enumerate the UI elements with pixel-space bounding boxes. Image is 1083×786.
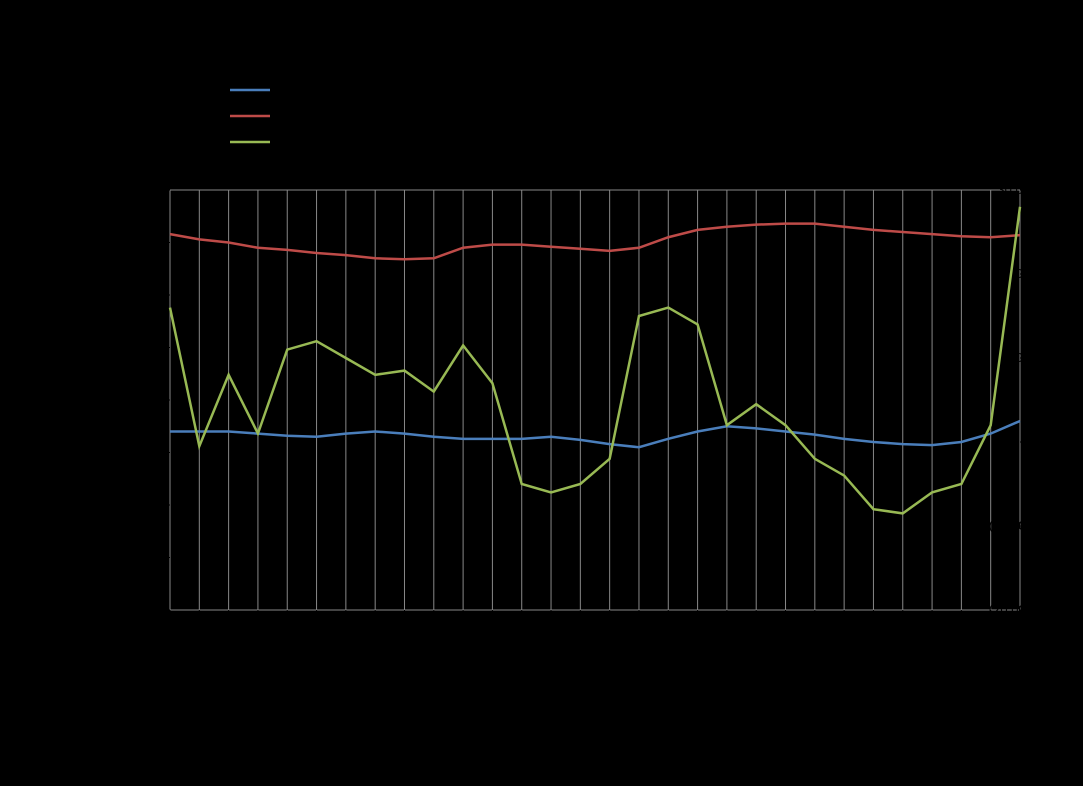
y-left-tick-label: 14.00 <box>127 182 160 197</box>
x-tick-label: 2017/6 <box>429 614 465 650</box>
legend-label: ROE FTTM <box>280 82 357 99</box>
y-left-tick-label: 11.50 <box>128 445 160 460</box>
line-chart: 图10：ROE TTM 一致预期变化 ROE FTTM ROE TTM 一致预期ROE… <box>0 0 1083 786</box>
x-tick-label: 2022/3 <box>986 614 1022 650</box>
y-left-tick-label: 12.00 <box>127 392 160 407</box>
y-left-tick-label: 13.00 <box>127 287 160 302</box>
x-tick-label: 2018/3 <box>517 614 553 650</box>
x-tick-label: 2016/3 <box>283 614 319 650</box>
y-right-tick-label: 30.00 <box>997 182 1030 197</box>
y-right-tick-label: 10.00 <box>997 350 1030 365</box>
y-right-tick-label: (20.00) <box>989 602 1030 617</box>
x-tick-label: 2021/3 <box>869 614 905 650</box>
x-tick-label: 2018/6 <box>547 614 583 650</box>
legend-label: ROE TTM <box>280 108 347 125</box>
y-left-tick-label: 11.00 <box>128 497 160 512</box>
chart-title: 图10：ROE TTM 一致预期变化 <box>389 28 694 53</box>
x-tick-label: 2015/6 <box>195 614 231 650</box>
y-right-tick-label: - <box>1026 434 1030 449</box>
x-tick-label: 2020/3 <box>752 614 788 650</box>
source-label: 资料来源：Wind, <box>70 747 176 763</box>
x-tick-label: 2020/6 <box>781 614 817 650</box>
x-tick-label: 2019/3 <box>635 614 671 650</box>
x-tick-label: 2014/12 <box>132 614 173 655</box>
x-tick-label: 2017/3 <box>400 614 436 650</box>
plot-area <box>170 190 1020 610</box>
legend-label: 一致预期ROE同比（右） <box>280 134 448 151</box>
y-left-tick-label: 13.50 <box>127 235 160 250</box>
y-left-tick-label: 10.50 <box>127 550 160 565</box>
chart-container: 图10：ROE TTM 一致预期变化 ROE FTTM ROE TTM 一致预期ROE… <box>0 0 1083 786</box>
x-tick-label: 2021/6 <box>898 614 934 650</box>
x-tick-label: 2019/6 <box>664 614 700 650</box>
series-一致预期ROE同比（右） <box>170 207 1020 514</box>
y-right-tick-label: 20.00 <box>997 266 1030 281</box>
y-left-tick-label: 12.50 <box>127 340 160 355</box>
x-tick-label: 2015/3 <box>166 614 202 650</box>
x-tick-label: 2016/6 <box>312 614 348 650</box>
y-right-tick-label: (10.00) <box>989 518 1030 533</box>
series-ROE TTM <box>170 224 1020 260</box>
series-ROE FTTM <box>170 421 1020 447</box>
y-left-tick-label: 10.00 <box>127 602 160 617</box>
